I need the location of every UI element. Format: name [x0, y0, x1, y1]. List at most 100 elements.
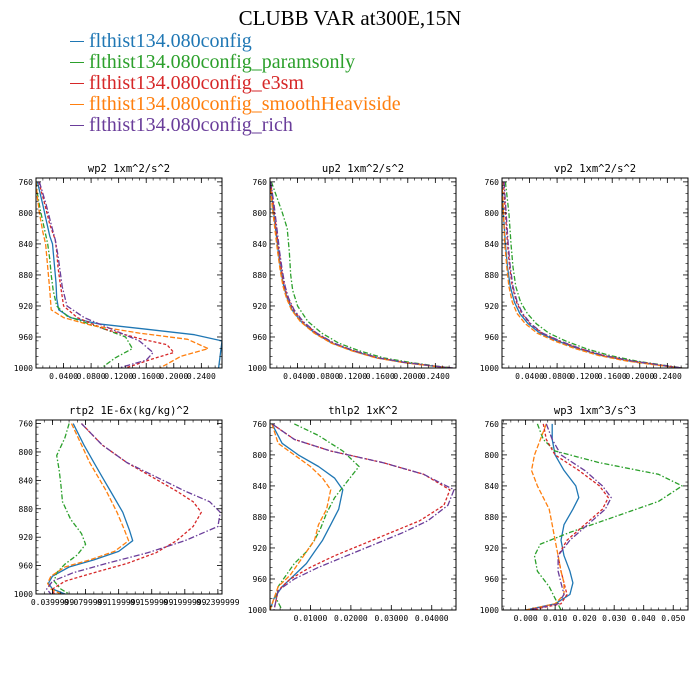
plot-frame [35, 177, 223, 369]
series-line [51, 423, 202, 594]
y-tick-label: 880 [19, 505, 34, 514]
y-tick-label: 760 [253, 420, 268, 429]
panel-1: wp2 1xm^2/s^2 760 800 840 880 920 960 1000 0.040… [14, 163, 223, 381]
x-tick-label: 0.1199999 [97, 598, 141, 607]
series-line [271, 423, 455, 610]
series-group [270, 181, 453, 368]
y-tick-label: 840 [253, 482, 268, 491]
x-tick-label: 0.0800 [77, 372, 106, 381]
x-tick-label: 0.050 [661, 614, 685, 623]
y-tick-label: 920 [19, 533, 34, 542]
series-line [270, 181, 453, 368]
series-line [502, 181, 682, 368]
y-tick-label: 800 [19, 448, 34, 457]
series-line [531, 423, 609, 610]
legend: flthist134.080config flthist134.080config… [70, 30, 401, 136]
panel-title: wp2 1xm^2/s^2 [88, 163, 170, 175]
y-tick-label: 800 [485, 451, 500, 460]
y-tick-label: 800 [253, 209, 268, 218]
y-tick-label: 920 [485, 302, 500, 311]
x-tick-label: 0.010 [543, 614, 567, 623]
panel-title: wp3 1xm^3/s^3 [554, 405, 636, 417]
y-tick-label: 760 [19, 420, 34, 429]
x-tick-label: 0.0800 [311, 372, 340, 381]
y-tick-label: 920 [19, 302, 34, 311]
x-tick-label: 0.1200 [338, 372, 367, 381]
legend-label: flthist134.080config [89, 30, 252, 52]
series-line [528, 423, 612, 610]
y-tick-label: 840 [485, 482, 500, 491]
series-line [47, 423, 134, 594]
series-line [525, 423, 580, 610]
series-group [36, 181, 222, 368]
y-tick-label: 1000 [480, 364, 499, 373]
legend-line-swatch [70, 125, 84, 126]
panel-2: up2 1xm^2/s^2 760 800 840 880 920 960 1000 0.040… [248, 163, 457, 381]
y-tick-label: 880 [485, 271, 500, 280]
x-tick-label: 0.1600 [132, 372, 161, 381]
y-tick-label: 840 [485, 240, 500, 249]
x-tick-label: 0.1600 [598, 372, 627, 381]
x-tick-label: 0.0400 [515, 372, 544, 381]
y-tick-label: 960 [253, 333, 268, 342]
series-line [38, 181, 154, 368]
series-group [502, 181, 683, 368]
panel-title: vp2 1xm^2/s^2 [554, 163, 636, 175]
series-group [46, 423, 221, 594]
series-line [275, 423, 360, 610]
x-tick-label: 0.0400 [49, 372, 78, 381]
plot-frame [269, 177, 457, 369]
x-tick-label: 0.1999999 [163, 598, 207, 607]
x-tick-label: 0.2000 [625, 372, 654, 381]
y-tick-label: 1000 [14, 364, 33, 373]
y-tick-label: 920 [485, 544, 500, 553]
series-line [525, 423, 565, 610]
x-tick-label: 0.0800 [543, 372, 572, 381]
plot-frame [35, 419, 223, 595]
legend-label: flthist134.080config_smoothHeaviside [89, 93, 401, 115]
y-tick-label: 1000 [248, 364, 267, 373]
y-tick-label: 1000 [14, 590, 33, 599]
y-tick-label: 1000 [480, 606, 499, 615]
legend-item: flthist134.080config [70, 30, 401, 52]
y-tick-label: 960 [19, 333, 34, 342]
series-line [270, 181, 453, 368]
y-tick-label: 840 [253, 240, 268, 249]
x-tick-label: 0.04000 [415, 614, 449, 623]
x-tick-label: 0.1599999 [130, 598, 174, 607]
series-line [53, 423, 87, 594]
x-tick-label: 0.0399999 [31, 598, 75, 607]
panel-4: rtp2 1E-6x(kg/kg)^2 760 800 840 880 920 960 100… [14, 405, 240, 607]
x-tick-label: 0.040 [632, 614, 656, 623]
x-tick-label: 0.1200 [570, 372, 599, 381]
series-line [502, 181, 681, 368]
y-tick-label: 760 [485, 420, 500, 429]
y-tick-label: 880 [253, 513, 268, 522]
series-line [36, 181, 209, 368]
series-group [525, 423, 683, 610]
legend-label: flthist134.080config_rich [89, 114, 293, 136]
x-tick-label: 0.030 [602, 614, 626, 623]
legend-item: flthist134.080config_rich [70, 114, 401, 136]
x-tick-label: 0.2399999 [196, 598, 240, 607]
y-tick-label: 760 [485, 178, 500, 187]
series-line [270, 181, 453, 368]
x-tick-label: 0.2000 [393, 372, 422, 381]
series-line [503, 181, 682, 368]
panel-3: vp2 1xm^2/s^2 760 800 840 880 920 960 1000 0.040… [480, 163, 689, 381]
y-tick-label: 920 [253, 302, 268, 311]
panel-5: thlp2 1xK^2 760 800 840 880 920 960 1000 0.01000… [248, 405, 457, 623]
plot-frame [501, 177, 689, 369]
y-tick-label: 960 [19, 562, 34, 571]
series-line [46, 423, 130, 594]
x-tick-label: 0.1200 [104, 372, 133, 381]
legend-item: flthist134.080config_smoothHeaviside [70, 93, 401, 115]
y-tick-label: 840 [19, 240, 34, 249]
legend-item: flthist134.080config_paramsonly [70, 51, 401, 73]
y-tick-label: 760 [19, 178, 34, 187]
panel-title: up2 1xm^2/s^2 [322, 163, 404, 175]
plot-frame [501, 419, 689, 611]
series-line [270, 181, 453, 368]
y-tick-label: 800 [485, 209, 500, 218]
legend-line-swatch [70, 104, 84, 105]
